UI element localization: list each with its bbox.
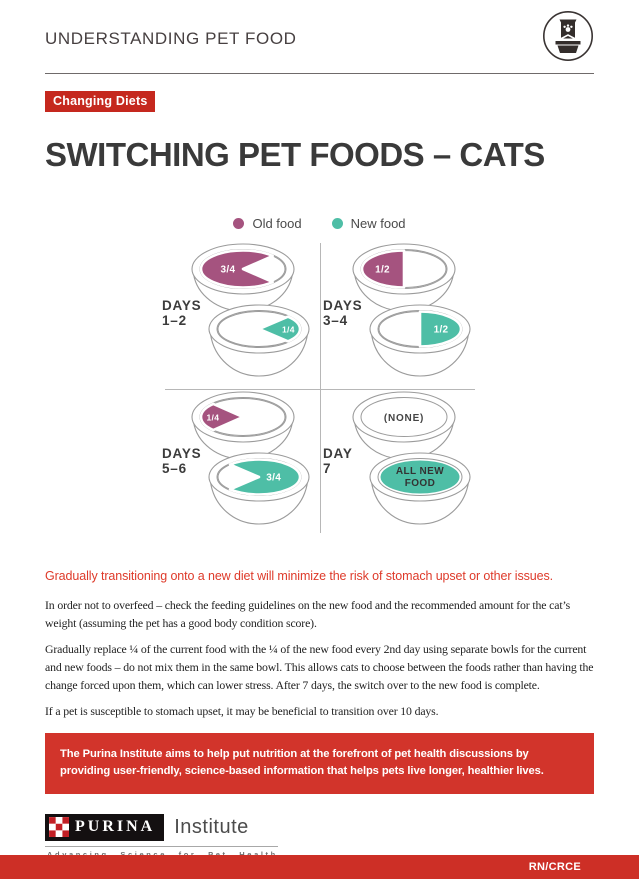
old-food-bowl: (NONE): [351, 391, 456, 460]
body-copy: In order not to overfeed – check the fee…: [45, 597, 594, 721]
new-food-bowl: 1/4: [207, 304, 310, 377]
svg-text:5–6: 5–6: [162, 461, 187, 476]
old-food-dot-icon: [233, 218, 245, 229]
paragraph: In order not to overfeed – check the fee…: [45, 598, 571, 630]
old-food-bowl: 1/2: [351, 243, 456, 312]
pet-food-icon: [542, 10, 594, 67]
legend-label: Old food: [252, 216, 302, 231]
page-header: UNDERSTANDING PET FOOD: [0, 0, 639, 67]
purina-wordmark: PURINA: [45, 813, 165, 841]
diagram-divider-vertical: [319, 243, 321, 533]
paragraph: Gradually replace ¼ of the current food …: [45, 642, 594, 692]
legend-label: New food: [350, 216, 406, 231]
diagram-grid: 3/4 1/4 DAYS 1–2 1/2 1/2 DAYS 3–4 1/4 3/4 DAYS 5–…: [159, 241, 481, 537]
purina-institute-callout: The Purina Institute aims to help put nu…: [45, 733, 594, 794]
page-title: SWITCHING PET FOODS – CATS: [45, 136, 545, 173]
quadrant-days-3-4: 1/2 1/2 DAYS 3–4: [320, 241, 481, 389]
category-badge: Changing Diets: [45, 91, 156, 112]
new-food-dot-icon: [331, 218, 343, 229]
quadrant-days-5-6: 1/4 3/4 DAYS 5–6: [159, 389, 320, 537]
svg-text:1/2: 1/2: [375, 265, 390, 276]
quadrant-day-7: (NONE) ALL NEW FOOD DAY 7: [320, 389, 481, 537]
old-food-bowl: 1/4: [190, 391, 295, 460]
purina-institute-logo: PURINA Institute Advancing Science for P…: [45, 813, 278, 859]
svg-text:DAY: DAY: [323, 446, 353, 461]
svg-text:1–2: 1–2: [162, 313, 187, 328]
checkerboard-icon: [49, 817, 69, 838]
old-food-bowl: 3/4: [190, 243, 295, 312]
brand-name: PURINA: [75, 818, 156, 836]
new-food-bowl: 1/2: [368, 304, 471, 377]
svg-text:3/4: 3/4: [220, 265, 235, 276]
institute-word: Institute: [174, 815, 249, 838]
header-divider: [45, 73, 594, 74]
svg-text:3/4: 3/4: [266, 473, 281, 484]
svg-text:7: 7: [323, 461, 331, 476]
callout-line: providing user-friendly, science-based i…: [60, 765, 544, 778]
diagram-divider-horizontal: [164, 389, 475, 390]
transition-diagram: 3/4 1/4 DAYS 1–2 1/2 1/2 DAYS 3–4 1/4 3/4 DAYS 5–…: [159, 241, 481, 537]
lead-sentence: Gradually transitioning onto a new diet …: [45, 569, 553, 583]
footer-bar: RN/CRCE: [0, 855, 639, 879]
legend: Old food New food: [0, 216, 639, 231]
quadrant-days-1-2: 3/4 1/4 DAYS 1–2: [159, 241, 320, 389]
callout-line: The Purina Institute aims to help put nu…: [60, 748, 529, 761]
svg-text:1/4: 1/4: [206, 413, 219, 423]
header-title: UNDERSTANDING PET FOOD: [45, 28, 297, 48]
svg-text:(NONE): (NONE): [383, 413, 423, 424]
svg-text:DAYS: DAYS: [323, 298, 362, 313]
legend-item-new-food: New food: [331, 216, 406, 231]
svg-text:DAYS: DAYS: [162, 446, 201, 461]
new-food-bowl: 3/4: [207, 452, 310, 525]
logo-divider: [45, 845, 278, 847]
logo-tagline: Advancing Science for Pet Health: [45, 850, 278, 859]
svg-text:FOOD: FOOD: [404, 478, 435, 489]
svg-text:1/4: 1/4: [282, 325, 295, 335]
svg-text:1/2: 1/2: [433, 325, 448, 336]
svg-text:3–4: 3–4: [323, 313, 348, 328]
svg-text:ALL NEW: ALL NEW: [395, 466, 443, 477]
svg-text:DAYS: DAYS: [162, 298, 201, 313]
legend-item-old-food: Old food: [233, 216, 302, 231]
paragraph: If a pet is susceptible to stomach upset…: [45, 704, 439, 719]
